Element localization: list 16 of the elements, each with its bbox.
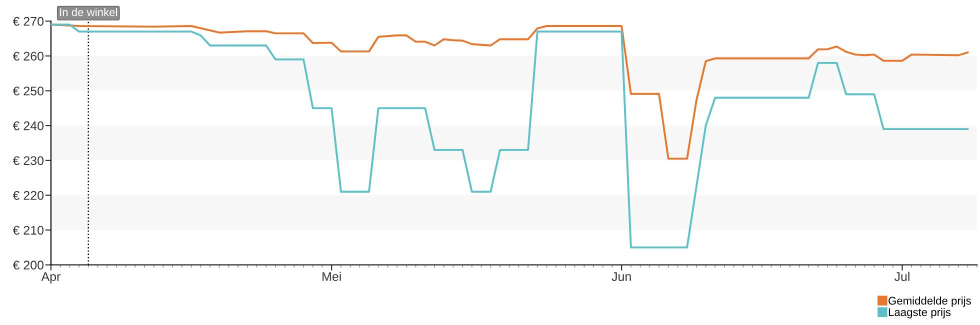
y-tick-label: € 260 bbox=[12, 52, 44, 61]
x-tick-label: Jul bbox=[894, 272, 910, 281]
line-series bbox=[50, 24, 969, 248]
legend-label: Laagste prijs bbox=[888, 308, 951, 318]
legend-label: Gemiddelde prijs bbox=[888, 296, 971, 307]
x-tick-label: Mei bbox=[322, 272, 341, 281]
y-tick-label: € 240 bbox=[12, 121, 44, 130]
x-tick-label: Jun bbox=[612, 272, 631, 281]
y-tick-label: € 220 bbox=[12, 191, 44, 200]
y-tick-label: € 250 bbox=[12, 86, 44, 96]
x-tick-label: Apr bbox=[41, 272, 60, 284]
y-tick-label: € 270 bbox=[12, 16, 44, 26]
y-tick-label: € 230 bbox=[12, 156, 44, 166]
y-tick-label: € 200 bbox=[12, 260, 44, 270]
y-tick-label: € 210 bbox=[12, 226, 44, 235]
ref-line-label: In de winkel bbox=[60, 8, 117, 16]
